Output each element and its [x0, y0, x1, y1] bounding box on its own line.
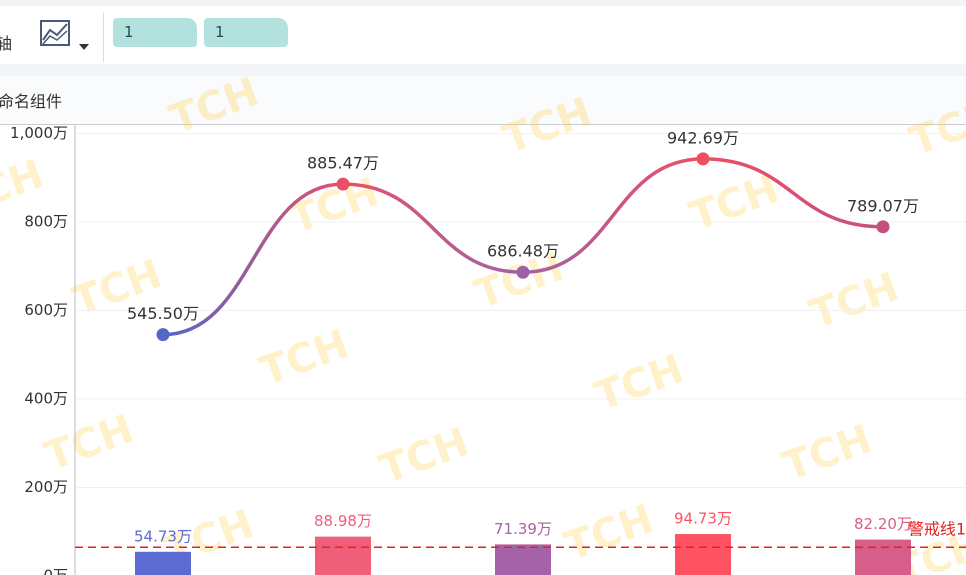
- y-tick-label: 1,000万: [10, 124, 68, 142]
- watermark: TCH: [777, 416, 877, 490]
- watermark: TCH: [374, 419, 474, 493]
- bar: [135, 551, 191, 575]
- y-tick-label: 600万: [24, 301, 68, 319]
- watermark: TCH: [559, 496, 659, 570]
- line-value-label: 789.07万: [847, 196, 919, 215]
- watermark: TCH: [164, 69, 264, 143]
- component-title: 命名组件: [0, 92, 63, 111]
- watermark: TCH: [904, 91, 966, 165]
- y-tick-label: 800万: [24, 213, 68, 231]
- watermark: TCH: [254, 321, 354, 395]
- chart-type-button[interactable]: [38, 18, 94, 52]
- watermark: TCH: [589, 346, 689, 420]
- line-point: [516, 265, 530, 279]
- watermark: TCH: [804, 264, 904, 338]
- tab[interactable]: 1: [204, 18, 288, 47]
- line-point: [696, 152, 710, 166]
- warning-label: 警戒线1: [908, 520, 966, 539]
- bar-value-label: 82.20万: [854, 515, 912, 533]
- bar: [675, 534, 731, 575]
- line-point: [336, 177, 350, 191]
- y-tick-label: 0万: [43, 567, 68, 575]
- bar-value-label: 94.73万: [674, 510, 732, 528]
- toolbar: 轴 1 1: [0, 6, 966, 64]
- bar: [495, 544, 551, 575]
- axis-label: 轴: [0, 34, 13, 53]
- line-value-label: 942.69万: [667, 128, 739, 147]
- component-header: 命名组件: [0, 76, 966, 125]
- bar-value-label: 54.73万: [134, 527, 192, 545]
- line-point: [876, 220, 890, 234]
- bar-value-label: 88.98万: [314, 512, 372, 530]
- separator: [103, 12, 104, 62]
- line-value-label: 686.48万: [487, 242, 559, 261]
- bar: [315, 536, 371, 575]
- watermark: TCH: [497, 89, 597, 163]
- watermark: TCH: [39, 406, 139, 480]
- watermark: TCH: [284, 169, 384, 243]
- bar-value-label: 71.39万: [494, 520, 552, 538]
- line-value-label: 545.50万: [127, 304, 199, 323]
- y-tick-label: 200万: [24, 478, 68, 496]
- line-point: [156, 328, 170, 342]
- top-strip: [0, 0, 966, 6]
- strip: [0, 64, 966, 76]
- tab[interactable]: 1: [113, 18, 197, 47]
- bar: [855, 539, 911, 575]
- y-tick-label: 400万: [24, 390, 68, 408]
- line-value-label: 885.47万: [307, 154, 379, 173]
